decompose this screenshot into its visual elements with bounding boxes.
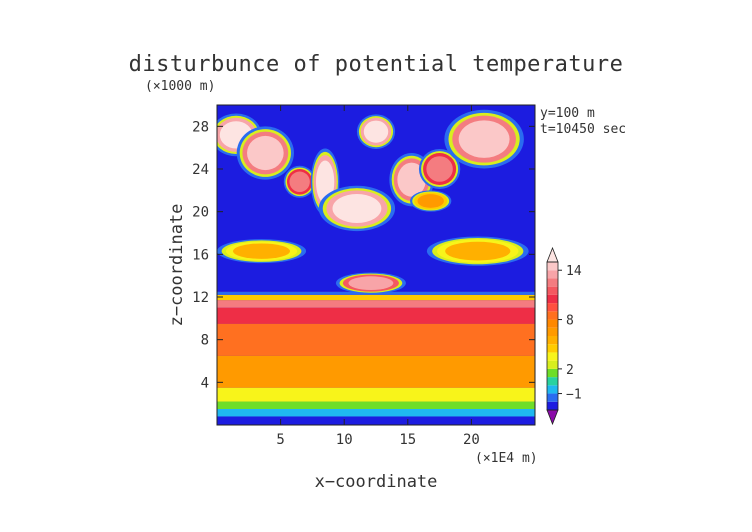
colorbar-segment-17 <box>547 262 558 271</box>
x-tick-label-15: 15 <box>399 432 416 448</box>
heat-blob-2 <box>236 126 294 180</box>
heat-blob-4-ring-3 <box>315 160 335 204</box>
colorbar-segment-9 <box>547 327 558 336</box>
heat-blob-8 <box>418 149 461 189</box>
colorbar-segment-11 <box>547 311 558 320</box>
x-axis-ticks: 5 10 15 20 <box>276 105 480 448</box>
colorbar-segment-14 <box>547 286 558 295</box>
time-annotation-y: y=100 m <box>540 106 595 121</box>
x-unit-label: (×1E4 m) <box>475 451 538 466</box>
colorbar-segment-2 <box>547 385 558 394</box>
colorbar-segment-10 <box>547 319 558 328</box>
heat-blob-11 <box>426 236 529 266</box>
heat-blob-5 <box>318 185 396 232</box>
colorbar-max-arrow <box>546 246 559 263</box>
colorbar-tick-label-2: 8 <box>566 314 574 329</box>
colorbar-frame <box>546 261 559 411</box>
colorbar-tick-label-3: 14 <box>566 264 582 279</box>
y-tick-label-20: 20 <box>192 205 209 221</box>
heat-blob-9 <box>444 109 524 169</box>
heat-blob-10 <box>217 239 307 264</box>
heat-blob-6 <box>356 114 396 149</box>
y-unit-label: (×1000 m) <box>145 79 215 94</box>
x-tick-label-20: 20 <box>463 432 480 448</box>
colorbar-segment-16 <box>547 270 558 279</box>
heat-layer-0 <box>217 416 535 425</box>
colorbar-segment-0 <box>547 401 558 410</box>
heat-blob-10-ring-3 <box>233 243 291 259</box>
colorbar-segment-7 <box>547 344 558 353</box>
heat-blob-2-ring-3 <box>247 135 284 171</box>
colorbar-segment-3 <box>547 377 558 386</box>
heat-blob-6-ring-3 <box>363 120 389 143</box>
x-axis-label: x−coordinate <box>315 472 438 492</box>
time-annotation-t: t=10450 sec <box>540 122 626 137</box>
colorbar-segment-15 <box>547 278 558 287</box>
colorbar-segment-5 <box>547 360 558 369</box>
heat-layer-7 <box>217 300 535 308</box>
colorbar-segment-1 <box>547 393 558 402</box>
heat-blob-9-ring-3 <box>458 120 510 158</box>
heat-blob-3 <box>283 165 316 198</box>
y-tick-label-16: 16 <box>192 247 209 263</box>
x-tick-label-10: 10 <box>336 432 353 448</box>
y-tick-label-4: 4 <box>201 375 209 391</box>
colorbar-tick-label-1: 2 <box>566 363 574 378</box>
heat-blob-11-ring-3 <box>445 241 511 261</box>
heat-blob-5-ring-3 <box>332 193 382 223</box>
colorbar-segment-4 <box>547 368 558 378</box>
heat-layer-8 <box>217 294 535 301</box>
x-tick-label-5: 5 <box>276 432 284 448</box>
plot-frame <box>216 104 536 426</box>
heat-blob-3-ring-3 <box>289 171 310 193</box>
heat-blob-0 <box>335 272 406 294</box>
heat-layer-6 <box>217 307 535 324</box>
y-tick-label-8: 8 <box>201 333 209 349</box>
heat-layer-4 <box>217 355 535 388</box>
colorbar-segment-13 <box>547 294 558 304</box>
y-tick-label-24: 24 <box>192 162 209 178</box>
heat-blob-0-ring-3 <box>348 276 394 290</box>
chart-title: disturbunce of potential temperature <box>129 52 624 77</box>
heatmap-blobs <box>217 109 529 294</box>
heat-layer-1 <box>217 409 535 417</box>
heat-layer-2 <box>217 401 535 409</box>
y-axis-label: z−coordinate <box>167 204 187 327</box>
colorbar-segment-12 <box>547 303 558 312</box>
heat-blob-12 <box>410 190 452 212</box>
heat-layer-5 <box>217 323 535 356</box>
y-axis-ticks: 4 8 12 16 20 24 28 <box>192 119 535 391</box>
y-tick-label-12: 12 <box>192 290 209 306</box>
colorbar-min-arrow <box>546 409 559 426</box>
colorbar-tick-label-0: −1 <box>566 388 582 403</box>
colorbar-segment-8 <box>547 336 558 345</box>
y-tick-label-28: 28 <box>192 119 209 135</box>
colorbar-segment-6 <box>547 352 558 361</box>
heat-blob-7-ring-3 <box>397 162 426 197</box>
colorbar: −1 2 8 14 <box>546 246 582 426</box>
heat-layer-3 <box>217 387 535 402</box>
heat-blob-4 <box>310 148 340 216</box>
heat-blob-8-ring-3 <box>426 156 453 182</box>
heat-blob-12-ring-3 <box>417 194 444 208</box>
